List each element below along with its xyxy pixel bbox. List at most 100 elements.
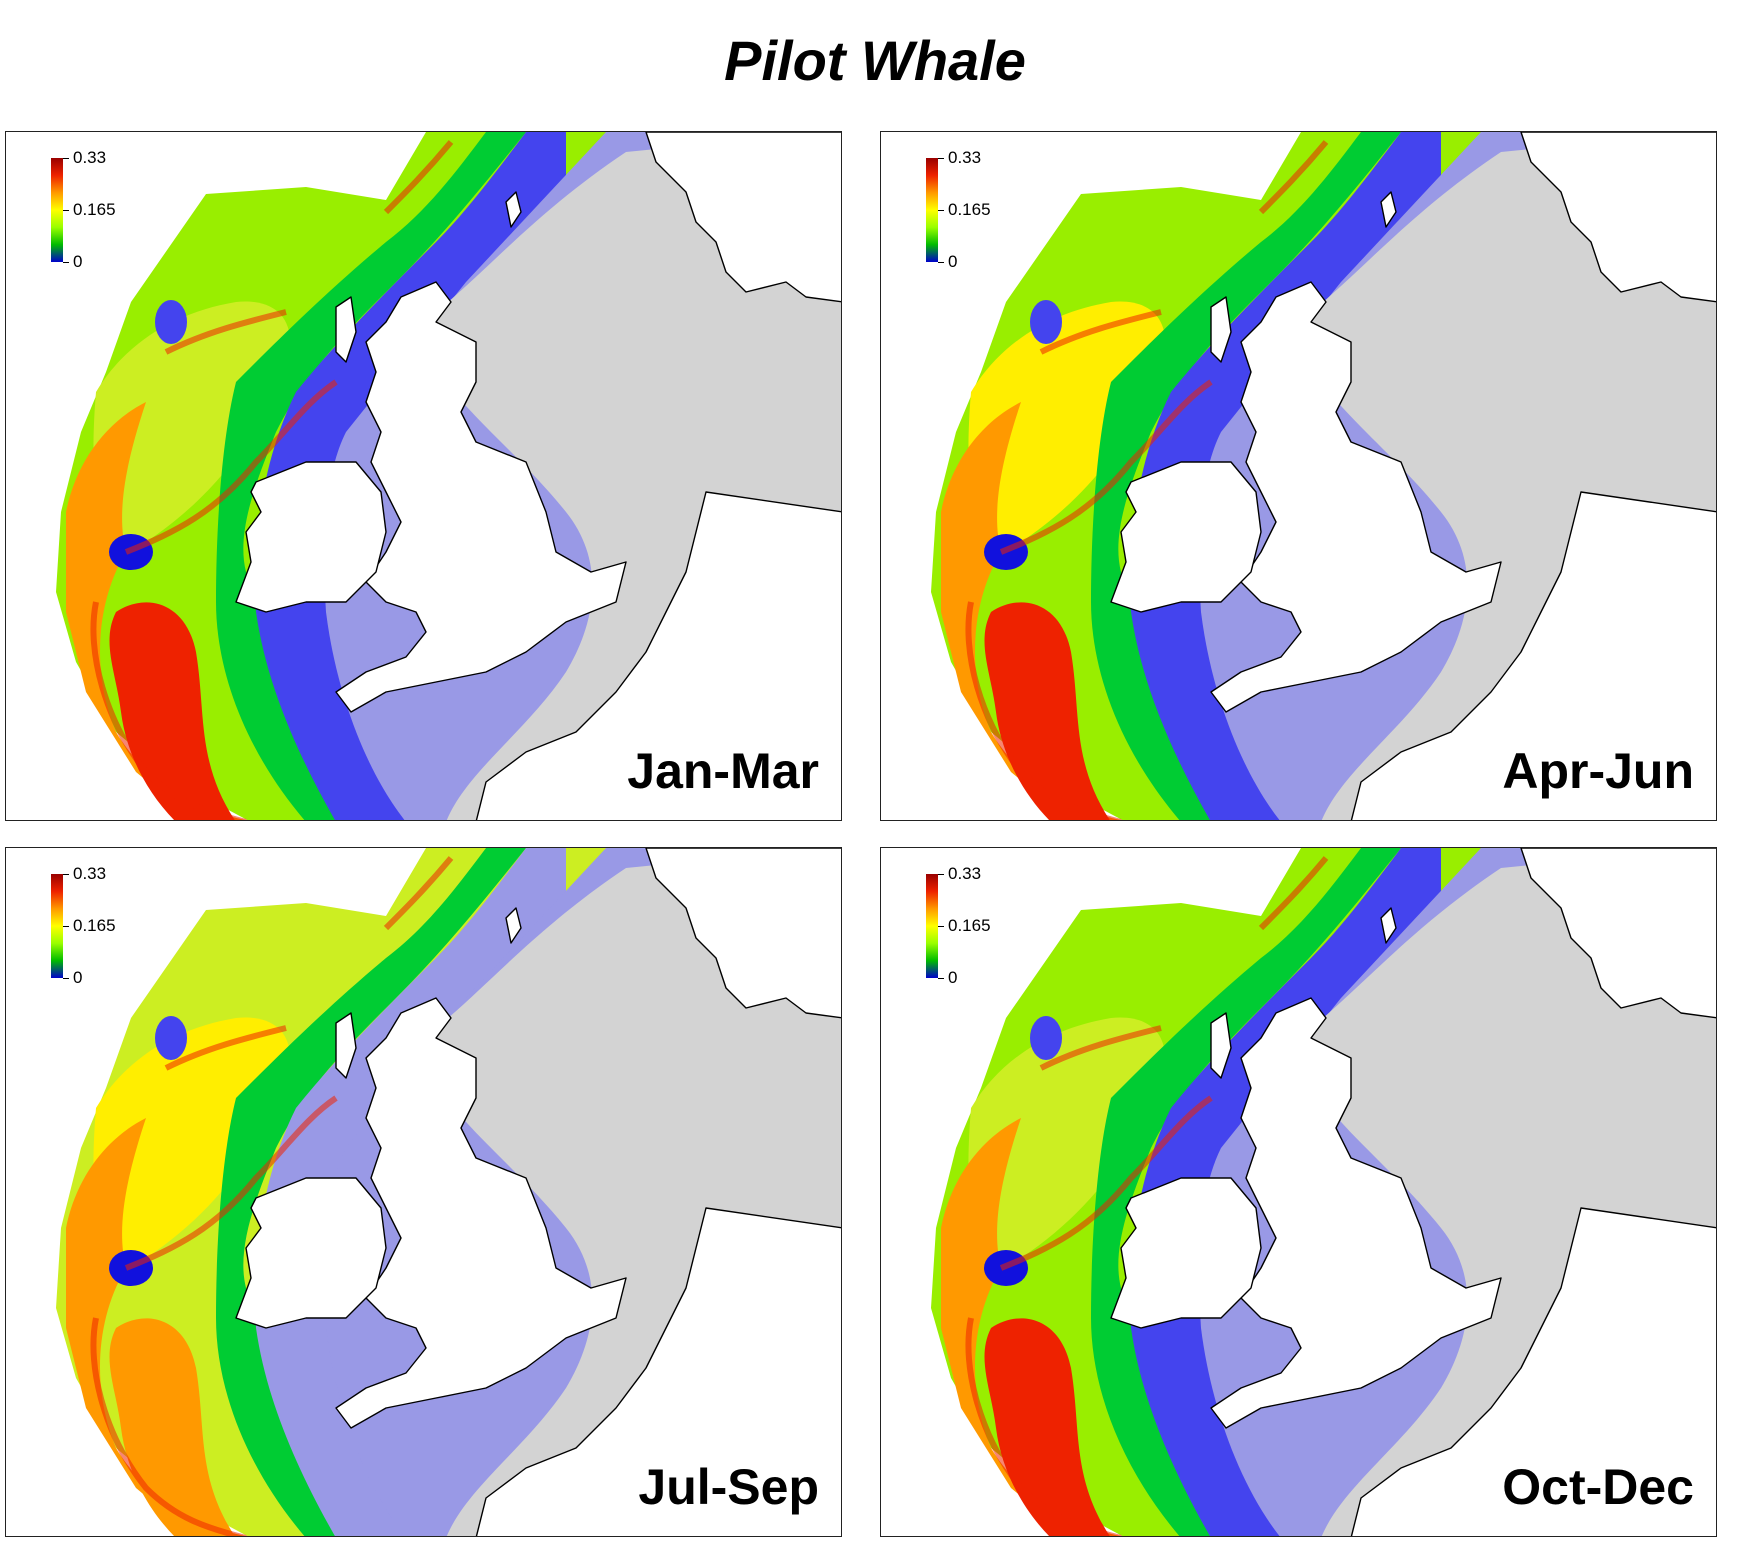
map-panel-apr-jun: 0.33 0.165 0 Apr-Jun bbox=[880, 131, 1717, 821]
density-contour bbox=[90, 601, 247, 820]
norway-land bbox=[645, 848, 841, 1019]
density-contour bbox=[965, 601, 1122, 820]
great-britain-land bbox=[335, 997, 627, 1429]
shelf-edge-ribbon bbox=[1091, 848, 1401, 1536]
legend-min-label: 0 bbox=[73, 968, 83, 987]
density-contour bbox=[164, 1025, 287, 1071]
density-contour bbox=[383, 140, 454, 215]
legend-max-label: 0.33 bbox=[948, 864, 982, 883]
low-density-spot-north bbox=[155, 1016, 187, 1060]
mid-density-band bbox=[968, 301, 1166, 547]
colour-scale-legend: 0.33 0.165 0 bbox=[926, 149, 1016, 272]
legend-min-label: 0 bbox=[948, 252, 958, 271]
map-panel-oct-dec: 0.33 0.165 0 Oct-Dec bbox=[880, 847, 1717, 1537]
density-contour bbox=[999, 379, 1213, 555]
high-density-band bbox=[941, 402, 1121, 820]
legend-max-label: 0.33 bbox=[948, 148, 982, 167]
shetland-land bbox=[505, 907, 522, 944]
shelf-edge-ribbon bbox=[1091, 132, 1401, 820]
legend-min-label: 0 bbox=[73, 252, 83, 271]
legend-tick bbox=[938, 210, 944, 211]
legend-tick bbox=[63, 210, 69, 211]
legend-tick bbox=[63, 262, 69, 263]
great-britain-land bbox=[1210, 281, 1502, 713]
density-contour bbox=[90, 1317, 247, 1536]
density-map bbox=[56, 132, 841, 820]
great-britain-land bbox=[335, 281, 627, 713]
hebrides-land bbox=[335, 296, 357, 363]
legend-tick bbox=[938, 262, 944, 263]
figure-title: Pilot Whale bbox=[724, 29, 1026, 92]
legend-mid-label: 0.165 bbox=[948, 916, 991, 935]
legend-tick bbox=[63, 158, 69, 159]
colour-scale-legend: 0.33 0.165 0 bbox=[51, 149, 141, 272]
high-density-band bbox=[941, 1118, 1121, 1536]
legend-min-label: 0 bbox=[948, 968, 958, 987]
density-contour bbox=[965, 1317, 1122, 1536]
season-label: Jan-Mar bbox=[627, 743, 819, 799]
hebrides-land bbox=[1210, 1012, 1232, 1079]
colour-scale-bar bbox=[51, 158, 63, 262]
legend-tick bbox=[938, 926, 944, 927]
continental-europe-land bbox=[1350, 1207, 1716, 1536]
density-contour bbox=[1039, 309, 1162, 355]
continental-europe-land bbox=[475, 1207, 841, 1536]
density-contour bbox=[1039, 1025, 1162, 1071]
legend-max-label: 0.33 bbox=[73, 148, 107, 167]
ireland-land bbox=[1110, 461, 1262, 613]
mid-density-band bbox=[93, 301, 291, 547]
high-density-band bbox=[66, 402, 246, 820]
great-britain-land bbox=[1210, 997, 1502, 1429]
density-contour bbox=[999, 1095, 1213, 1271]
shelf-edge-ribbon bbox=[216, 848, 526, 1536]
high-density-band bbox=[66, 1118, 246, 1536]
density-map bbox=[931, 132, 1716, 820]
norway-land bbox=[1520, 132, 1716, 303]
density-contour bbox=[124, 379, 338, 555]
hebrides-land bbox=[335, 1012, 357, 1079]
density-map bbox=[931, 848, 1716, 1536]
mid-density-band bbox=[968, 1017, 1166, 1263]
density-contour bbox=[383, 856, 454, 931]
legend-max-label: 0.33 bbox=[73, 864, 107, 883]
density-contour bbox=[164, 309, 287, 355]
legend-mid-label: 0.165 bbox=[73, 200, 116, 219]
low-density-spot-north bbox=[1030, 1016, 1062, 1060]
legend-tick bbox=[938, 978, 944, 979]
colour-scale-legend: 0.33 0.165 0 bbox=[51, 865, 141, 988]
colour-scale-bar bbox=[51, 874, 63, 978]
legend-mid-label: 0.165 bbox=[73, 916, 116, 935]
map-panel-jul-sep: 0.33 0.165 0 Jul-Sep bbox=[5, 847, 842, 1537]
density-contour bbox=[1258, 140, 1329, 215]
density-contour bbox=[124, 1095, 338, 1271]
low-density-spot-north bbox=[155, 300, 187, 344]
legend-tick bbox=[938, 874, 944, 875]
season-label: Oct-Dec bbox=[1502, 1459, 1694, 1515]
shetland-land bbox=[1380, 907, 1397, 944]
legend-mid-label: 0.165 bbox=[948, 200, 991, 219]
hebrides-land bbox=[1210, 296, 1232, 363]
density-map bbox=[56, 848, 841, 1536]
legend-tick bbox=[63, 874, 69, 875]
low-density-spot-north bbox=[1030, 300, 1062, 344]
legend-tick bbox=[63, 926, 69, 927]
continental-europe-land bbox=[1350, 491, 1716, 820]
colour-scale-bar bbox=[926, 874, 938, 978]
season-label: Apr-Jun bbox=[1502, 743, 1694, 799]
density-contour bbox=[1258, 856, 1329, 931]
continental-europe-land bbox=[475, 491, 841, 820]
legend-tick bbox=[63, 978, 69, 979]
map-panel-jan-mar: 0.33 0.165 0 Jan-Mar bbox=[5, 131, 842, 821]
shetland-land bbox=[505, 191, 522, 228]
season-label: Jul-Sep bbox=[638, 1459, 819, 1515]
colour-scale-legend: 0.33 0.165 0 bbox=[926, 865, 1016, 988]
ireland-land bbox=[1110, 1177, 1262, 1329]
norway-land bbox=[645, 132, 841, 303]
shelf-edge-ribbon bbox=[216, 132, 526, 820]
norway-land bbox=[1520, 848, 1716, 1019]
mid-density-band bbox=[93, 1017, 291, 1263]
ireland-land bbox=[235, 1177, 387, 1329]
colour-scale-bar bbox=[926, 158, 938, 262]
legend-tick bbox=[938, 158, 944, 159]
ireland-land bbox=[235, 461, 387, 613]
